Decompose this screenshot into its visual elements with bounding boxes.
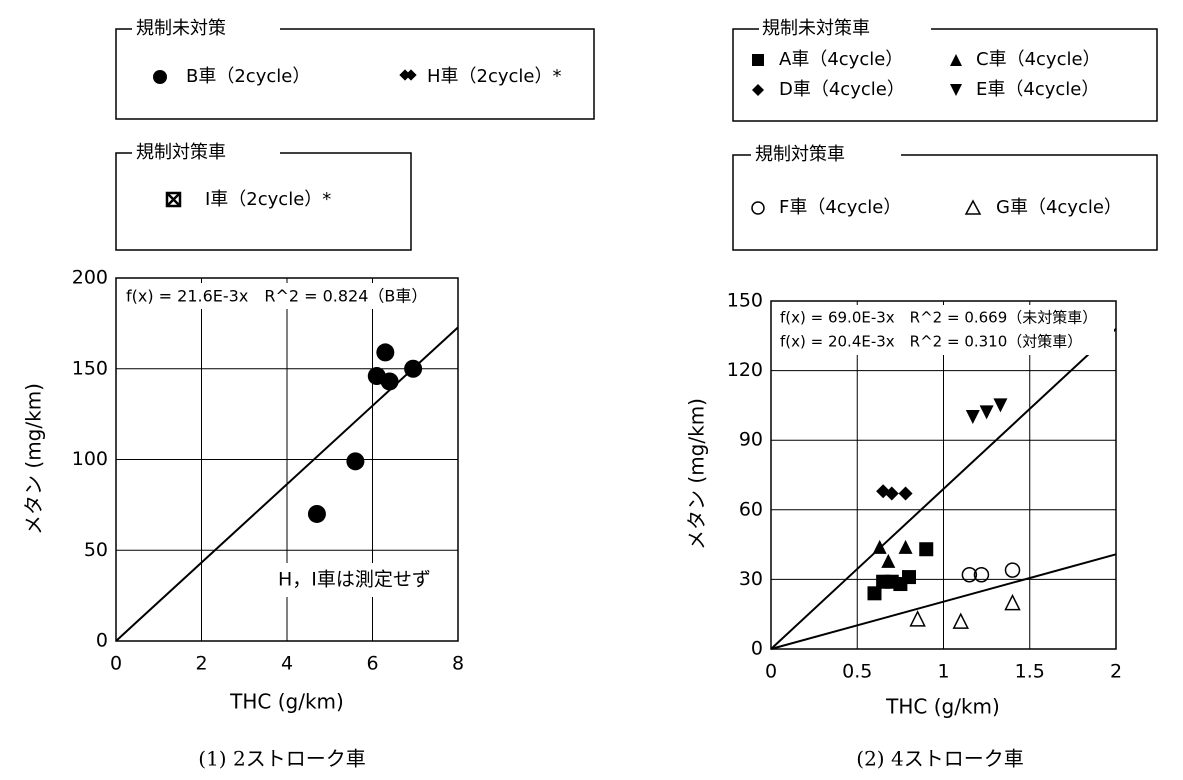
legend-marker-diamond-cross: [399, 69, 417, 81]
x-tick-label: 2: [195, 653, 207, 675]
data-point-diamond-filled: [884, 486, 899, 501]
grid: [771, 301, 1116, 649]
x-axis-label: THC (g/km): [229, 690, 344, 714]
data-point-square-filled: [902, 570, 916, 585]
x-tick-label: 1: [937, 661, 949, 683]
legend-marker-circle-filled: [153, 70, 167, 84]
annotation: H，I車は測定せず: [278, 569, 431, 591]
y-tick-label: 200: [72, 267, 108, 289]
data-point-triangle-down-filled: [965, 410, 980, 424]
legend-marker-square-x: [165, 191, 182, 208]
data-point-circle-open: [1004, 562, 1021, 578]
data-point-circle-filled: [346, 452, 365, 471]
regression-line: [115, 326, 459, 642]
data-point-triangle-up-open: [1004, 593, 1021, 611]
y-tick-label: 60: [739, 498, 763, 520]
legend-box-left-treated: 規制対策車 I車（2cycle）*: [115, 140, 412, 251]
regression-equation: f(x) = 20.4E-3x R^2 = 0.310（対策車）: [780, 333, 1082, 351]
legend-marker-square-filled: [752, 54, 764, 66]
regression-equation: f(x) = 69.0E-3x R^2 = 0.669（未対策車）: [780, 309, 1097, 327]
data-point-triangle-up-open: [952, 612, 969, 629]
data-point-circle-filled: [307, 504, 326, 523]
legend-entry-label: B車（2cycle）: [186, 66, 310, 87]
y-tick-label: 90: [739, 429, 763, 451]
legend-title: 規制未対策: [136, 18, 226, 39]
plot-frame: [770, 300, 1117, 650]
legend-marker-diamond-filled: [752, 84, 764, 96]
y-tick-labels: 0 30 60 90 120 150: [727, 290, 763, 660]
regression-equation: f(x) = 21.6E-3x R^2 = 0.824（B車）: [126, 287, 427, 306]
x-tick-labels: 0 2 4 6 8: [110, 653, 464, 675]
legend-entry-label: A車（4cycle）: [779, 49, 903, 70]
legend-marker-circle-open: [751, 201, 765, 215]
y-tick-label: 0: [751, 638, 763, 660]
legend-title: 規制未対策車: [762, 18, 870, 39]
x-tick-label: 4: [281, 653, 293, 675]
regression-line: [770, 328, 1117, 650]
data-point-circle-open: [973, 567, 990, 583]
y-tick-labels: 0 50 100 150 200: [72, 267, 108, 652]
data-point-circle-filled: [404, 359, 423, 378]
fit-lines: [115, 326, 459, 642]
legend-entry-label: H車（2cycle）*: [427, 66, 562, 87]
x-tick-label: 0: [110, 653, 122, 675]
legend-entry-label: G車（4cycle）: [996, 197, 1122, 218]
x-tick-label: 0: [765, 661, 777, 683]
fit-lines: [770, 328, 1117, 650]
legend-box-right-treated: 規制対策車 F車（4cycle） G車（4cycle）: [732, 142, 1158, 251]
data-point-square-filled: [867, 586, 882, 601]
x-tick-label: 0.5: [842, 661, 872, 683]
data-point-circle-filled: [380, 372, 399, 391]
legend-marker-triangle-up-filled: [950, 54, 962, 66]
legend-entry-label: F車（4cycle）: [779, 197, 901, 218]
x-tick-label: 6: [366, 653, 378, 675]
legend-entry-label: D車（4cycle）: [779, 79, 905, 100]
data-point-diamond-filled: [898, 486, 913, 501]
data-point-triangle-down-filled: [979, 405, 994, 420]
x-tick-label: 8: [452, 653, 464, 675]
y-tick-label: 150: [727, 290, 763, 312]
y-tick-label: 120: [727, 359, 763, 381]
legend-title: 規制対策車: [755, 144, 845, 165]
data-point-triangle-up-open: [909, 610, 926, 627]
legend-marker-triangle-down-filled: [950, 84, 962, 96]
data-point-square-filled: [919, 542, 934, 557]
data-points: [307, 343, 423, 523]
x-tick-labels: 0 0.5 1 1.5 2: [765, 661, 1122, 683]
y-tick-label: 30: [739, 568, 763, 590]
y-tick-label: 0: [96, 630, 108, 652]
plot-2stroke: 0 2 4 6 8 0 50 100 150 200 f(x) = 21.6E-3x R^2 =…: [22, 267, 465, 771]
data-points: [867, 398, 1021, 629]
data-point-triangle-up-filled: [872, 539, 887, 554]
data-point-circle-filled: [376, 343, 395, 362]
plot-frame: [115, 277, 459, 642]
x-tick-label: 1.5: [1015, 661, 1045, 683]
y-tick-label: 150: [72, 357, 108, 379]
legend-entry-label: C車（4cycle）: [976, 49, 1101, 70]
plot-4stroke: 0 0.5 1 1.5 2 0 30 60 90 120 150 f(x) = 69.0E-3x …: [685, 290, 1123, 771]
data-point-triangle-up-filled: [881, 553, 896, 568]
y-axis-label: メタン (mg/km): [685, 398, 709, 550]
y-tick-label: 100: [72, 448, 108, 470]
data-point-circle-open: [961, 567, 978, 583]
x-tick-label: 2: [1110, 661, 1122, 683]
legend-box-right-untreated: 規制未対策車 A車（4cycle） C車（4cycle） D車（4cycle） …: [732, 16, 1158, 122]
panel-caption: (1) 2ストローク車: [198, 747, 365, 771]
data-point-triangle-up-filled: [898, 539, 913, 554]
data-point-triangle-down-filled: [993, 398, 1008, 413]
legend-entry-label: E車（4cycle）: [976, 79, 1099, 100]
regression-line: [770, 553, 1117, 650]
legend-entry-label: I車（2cycle）*: [205, 189, 331, 210]
legend-marker-triangle-up-open: [964, 199, 982, 215]
y-axis-label: メタン (mg/km): [22, 383, 46, 535]
legend-box-left-untreated: 規制未対策 B車（2cycle） H車（2cycle）*: [115, 18, 595, 120]
x-axis-label: THC (g/km): [885, 695, 1000, 719]
panel-caption: (2) 4ストローク車: [856, 747, 1023, 771]
y-tick-label: 50: [84, 539, 108, 561]
legend-title: 規制対策車: [136, 142, 226, 163]
